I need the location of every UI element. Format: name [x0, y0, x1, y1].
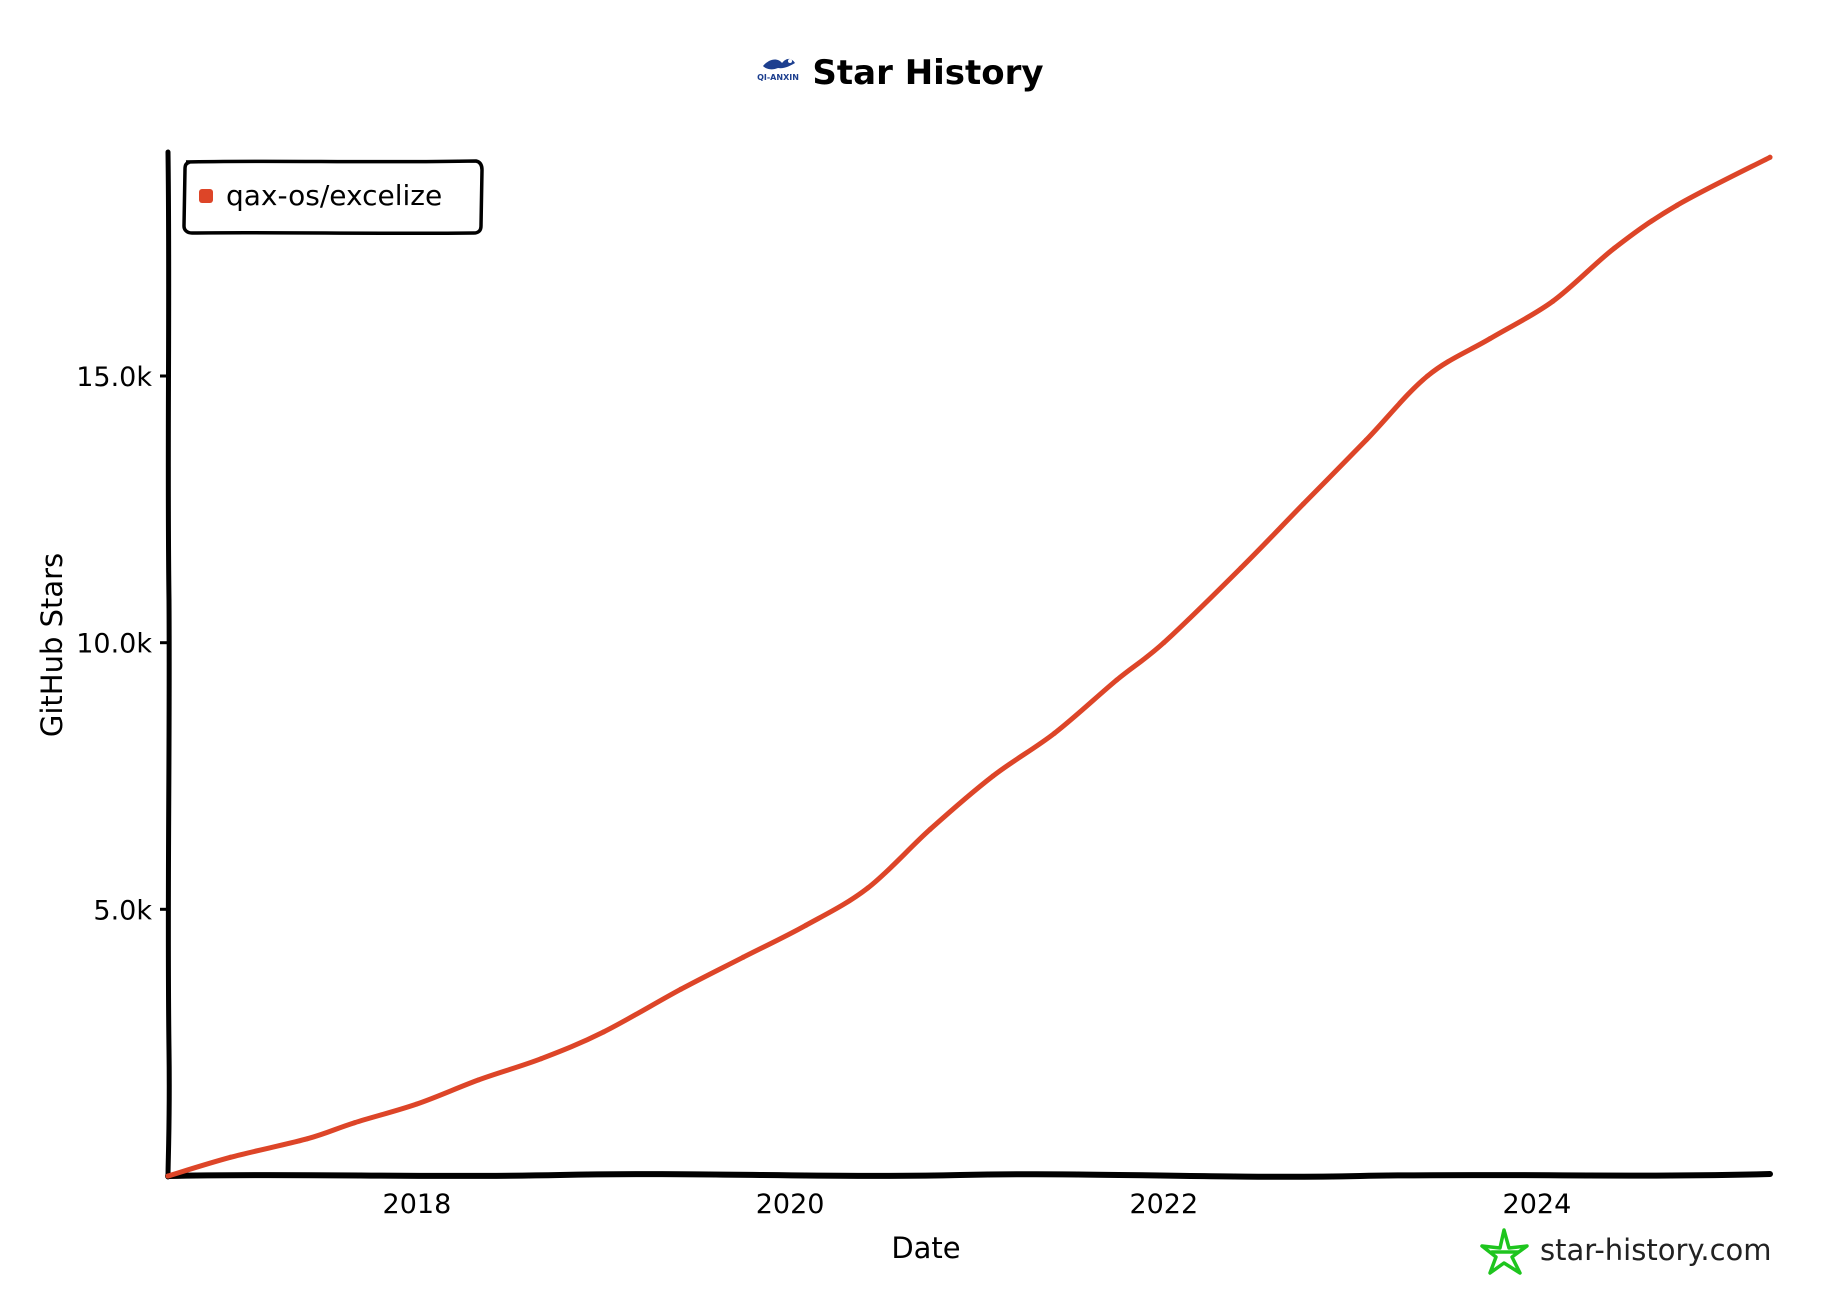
- data-point: [1238, 565, 1244, 571]
- chart-title-group: QI-ANXIN Star History: [757, 53, 1044, 93]
- y-tick-label: 15.0k: [76, 362, 152, 393]
- footer-text: star-history.com: [1540, 1233, 1772, 1267]
- data-point: [227, 1154, 233, 1160]
- data-point: [414, 1101, 420, 1107]
- data-point: [165, 1173, 171, 1179]
- logo-text: QI-ANXIN: [757, 73, 799, 82]
- data-point: [1487, 336, 1493, 342]
- data-point: [1161, 640, 1167, 646]
- data-point: [1550, 298, 1556, 304]
- series-line-0: [165, 154, 1773, 1179]
- data-point: [927, 826, 933, 832]
- data-point: [803, 922, 809, 928]
- y-tick-label: 5.0k: [93, 895, 152, 926]
- data-point: [1300, 501, 1306, 507]
- data-point: [990, 773, 996, 779]
- data-point: [1425, 373, 1430, 379]
- series-layer: [165, 154, 1773, 1179]
- footer-watermark: star-history.com: [1480, 1228, 1772, 1275]
- y-tick-label: 10.0k: [76, 629, 152, 660]
- x-tick-label: 2022: [1129, 1189, 1198, 1220]
- data-point: [740, 954, 746, 960]
- data-point: [538, 1056, 544, 1062]
- data-point: [1363, 437, 1369, 443]
- data-point: [475, 1077, 481, 1083]
- x-axis-title: Date: [891, 1231, 960, 1265]
- data-point: [1767, 154, 1773, 160]
- data-point: [1674, 202, 1680, 208]
- data-point: [1612, 245, 1618, 251]
- data-point: [1051, 730, 1057, 736]
- data-point: [601, 1029, 606, 1035]
- legend-box: [182, 159, 484, 236]
- legend: qax-os/excelize: [182, 159, 484, 236]
- data-point: [678, 986, 684, 992]
- data-point: [305, 1136, 310, 1142]
- x-tick-label: 2018: [383, 1189, 452, 1220]
- qianxin-logo: QI-ANXIN: [757, 58, 799, 82]
- x-axis-ticks: 2018 2020 2022 2024: [383, 1189, 1572, 1220]
- data-point: [352, 1120, 358, 1126]
- legend-swatch: [199, 189, 213, 203]
- star-icon: [1480, 1228, 1529, 1275]
- y-axis-line: [165, 149, 172, 1180]
- legend-label: qax-os/excelize: [226, 179, 442, 212]
- x-axis-line: [165, 1171, 1773, 1180]
- x-tick-label: 2024: [1503, 1189, 1572, 1220]
- data-point: [1114, 677, 1120, 683]
- data-point: [865, 885, 871, 891]
- y-axis-title: GitHub Stars: [35, 553, 69, 737]
- x-tick-label: 2020: [756, 1189, 825, 1220]
- y-axis-ticks: 5.0k 10.0k 15.0k: [76, 362, 168, 926]
- chart-title: Star History: [812, 53, 1043, 93]
